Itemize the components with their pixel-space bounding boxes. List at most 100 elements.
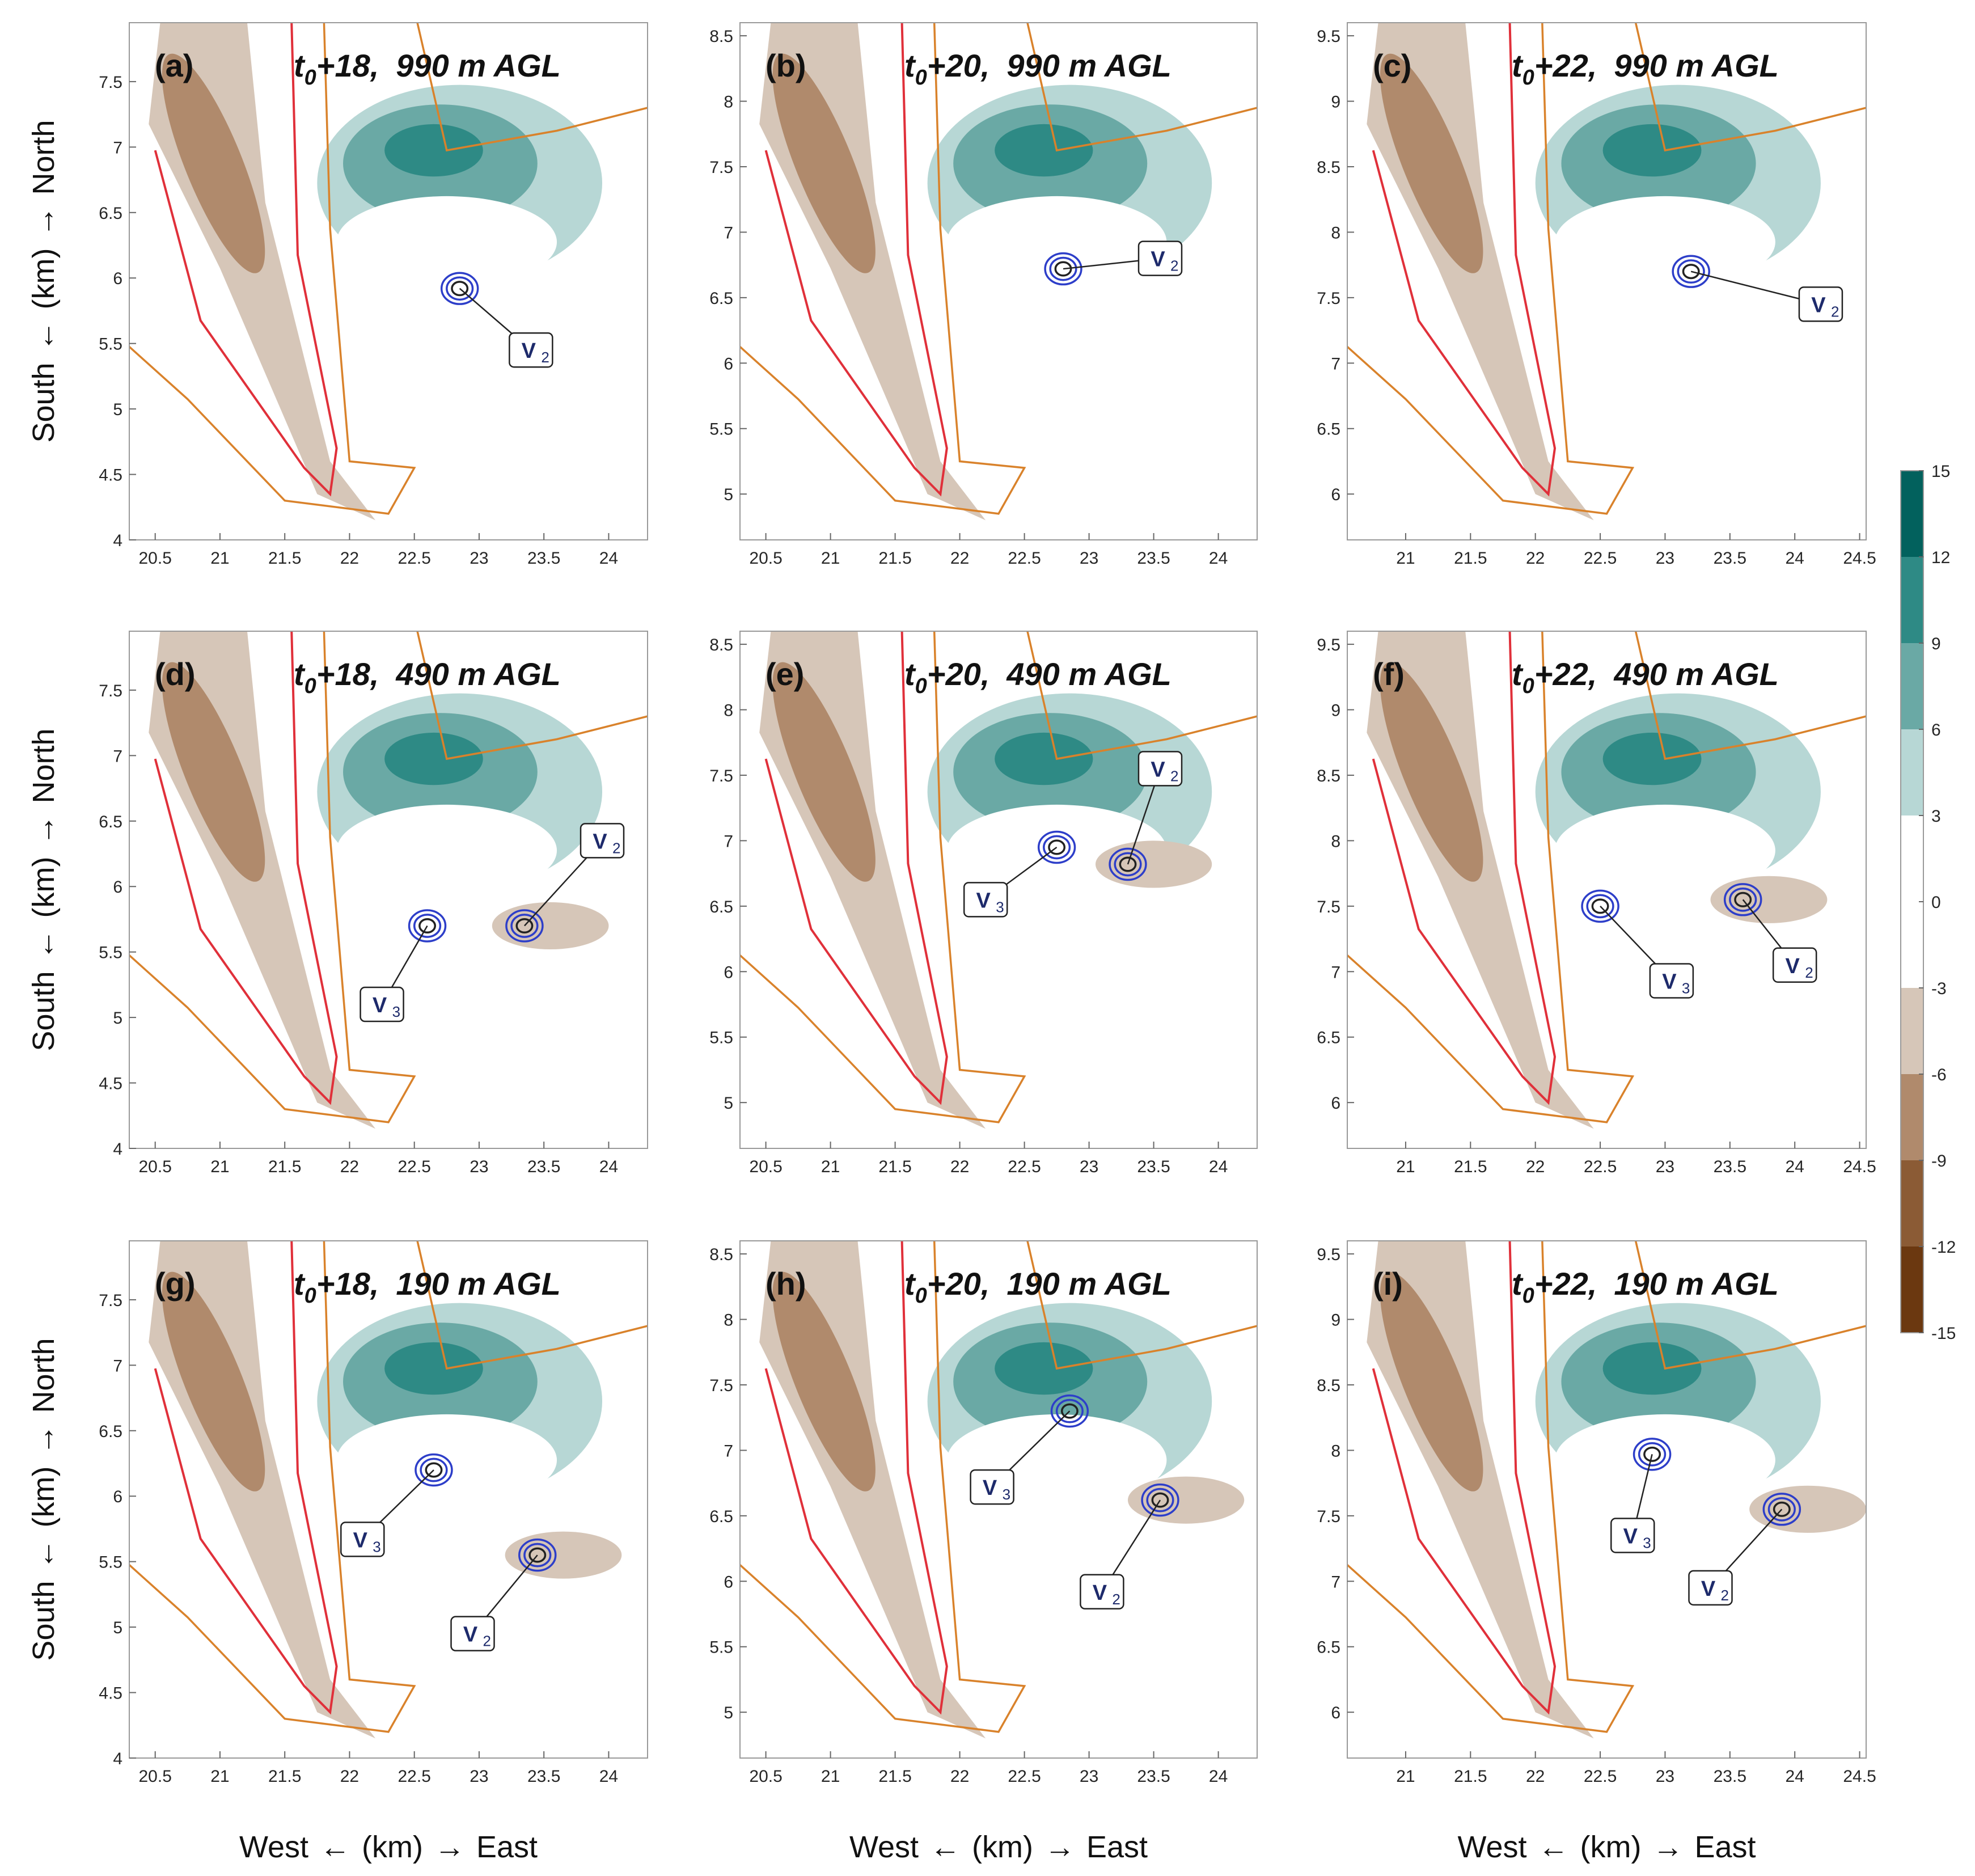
y-tick-label: 6.5 bbox=[709, 289, 733, 308]
positive-contour-fill bbox=[1602, 1342, 1702, 1395]
vortex-label-box bbox=[1649, 963, 1694, 999]
x-tick-label: 22 bbox=[950, 1767, 969, 1786]
colorbar-tick-label: 3 bbox=[1931, 807, 1941, 826]
x-tick-label: 22 bbox=[1526, 1767, 1545, 1786]
y-tick-label: 9.5 bbox=[1317, 636, 1340, 654]
y-tick-label: 8.5 bbox=[709, 636, 733, 654]
x-tick-label: 23 bbox=[1656, 549, 1674, 568]
x-tick-label: 22 bbox=[340, 1767, 359, 1786]
vortex-contour bbox=[1677, 259, 1705, 284]
vortex-contour bbox=[1050, 1394, 1089, 1428]
y-tick-label: 7 bbox=[113, 747, 122, 766]
vortex-label: V bbox=[1701, 1577, 1716, 1601]
panel-title: t0+18, 490 m AGL bbox=[294, 656, 561, 698]
x-tick-label: 23.5 bbox=[1714, 1767, 1746, 1786]
panel-letter: (h) bbox=[766, 1266, 806, 1302]
vortex-v3 bbox=[1581, 889, 1619, 923]
x-tick-label: 22.5 bbox=[398, 1157, 431, 1176]
y-tick-label: 8 bbox=[724, 93, 733, 112]
x-tick-label: 22.5 bbox=[1008, 1767, 1041, 1786]
red-contour-line bbox=[1372, 1241, 1557, 1715]
x-tick-label: 23 bbox=[1080, 1767, 1098, 1786]
colorbar-segment bbox=[1901, 729, 1923, 816]
orange-contour-line bbox=[1347, 1241, 1635, 1733]
vortex-v2 bbox=[1141, 1483, 1179, 1517]
vortex-label: V bbox=[353, 1528, 368, 1552]
panel-frame bbox=[1347, 631, 1867, 1149]
vortex-v3 bbox=[1050, 1394, 1089, 1428]
y-tick-label: 5.5 bbox=[99, 944, 122, 962]
colorbar-tick-label: -15 bbox=[1931, 1324, 1956, 1343]
vortex-contour bbox=[1591, 898, 1609, 914]
y-tick-label: 8 bbox=[1331, 223, 1340, 242]
negative-contour-fill bbox=[1710, 876, 1828, 923]
colorbar-tick-label: -12 bbox=[1931, 1238, 1956, 1257]
y-tick-label: 6.5 bbox=[1317, 420, 1340, 439]
x-tick-label: 24 bbox=[599, 549, 618, 568]
y-tick-label: 9 bbox=[1331, 1311, 1340, 1330]
x-tick-label: 20.5 bbox=[139, 549, 172, 568]
panel-d: V 2V 320.5 21 21.5 22 22.5 23 23.5 2444.555.566.5… bbox=[99, 631, 648, 1176]
colorbar-tick-label: 12 bbox=[1931, 548, 1950, 567]
y-tick-label: 6.5 bbox=[1317, 1029, 1340, 1047]
vortex-contour bbox=[413, 914, 442, 938]
vortex-label-box bbox=[963, 882, 1008, 918]
x-tick-label: 20.5 bbox=[139, 1767, 172, 1786]
x-tick-label: 24 bbox=[599, 1767, 618, 1786]
y-tick-label: 8 bbox=[1331, 832, 1340, 851]
y-tick-label: 7 bbox=[113, 1357, 122, 1375]
y-tick-label: 7 bbox=[1331, 354, 1340, 373]
vortex-contour bbox=[446, 276, 474, 301]
panel-letter: (e) bbox=[766, 656, 804, 692]
y-tick-label: 5.5 bbox=[709, 420, 733, 439]
y-tick-label: 8 bbox=[724, 702, 733, 720]
zero-region bbox=[336, 196, 557, 288]
y-tick-label: 7 bbox=[113, 138, 122, 157]
vortex-contour bbox=[1055, 1398, 1084, 1423]
x-tick-label: 21.5 bbox=[268, 1767, 301, 1786]
x-tick-label: 21.5 bbox=[878, 1157, 911, 1176]
colorbar-tick-label: 6 bbox=[1931, 721, 1941, 740]
x-tick-label: 23.5 bbox=[1137, 1767, 1170, 1786]
x-tick-label: 22 bbox=[950, 549, 969, 568]
panel-frame bbox=[129, 631, 648, 1149]
x-tick-label: 22.5 bbox=[1008, 549, 1041, 568]
orange-contour-line bbox=[1026, 631, 1257, 760]
orange-contour-line bbox=[416, 23, 648, 152]
vortex-label: V bbox=[1811, 293, 1826, 317]
x-tick-label: 21 bbox=[821, 549, 840, 568]
red-contour-line bbox=[764, 631, 948, 1105]
y-tick-label: 8.5 bbox=[1317, 767, 1340, 785]
column-x-label: West ← (km) → East bbox=[849, 1830, 1148, 1864]
y-tick-label: 4 bbox=[113, 1140, 122, 1159]
row-y-label: South←(km)→North bbox=[27, 1338, 61, 1660]
vortex-label-subscript: 2 bbox=[1170, 767, 1178, 784]
vortex-label-box bbox=[340, 1522, 385, 1557]
y-tick-label: 8.5 bbox=[709, 1245, 733, 1264]
negative-contour-fill bbox=[1380, 1271, 1483, 1491]
panel-frame bbox=[739, 631, 1258, 1149]
panel-letter: (c) bbox=[1373, 48, 1411, 83]
x-tick-label: 23.5 bbox=[1137, 1157, 1170, 1176]
panel-title: t0+22, 990 m AGL bbox=[1512, 48, 1779, 90]
colorbar-segment bbox=[1901, 557, 1923, 644]
y-tick-label: 9 bbox=[1331, 93, 1340, 112]
x-tick-label: 20.5 bbox=[749, 1767, 782, 1786]
x-tick-label: 21 bbox=[1396, 1157, 1415, 1176]
panel-i: V 2V 321 21.5 22 22.5 23 23.5 24 24.566.577.588.5… bbox=[1317, 1240, 1876, 1786]
x-tick-label: 21 bbox=[1396, 549, 1415, 568]
vortex-v2 bbox=[518, 1538, 557, 1572]
x-tick-label: 24 bbox=[1209, 1157, 1228, 1176]
zero-region bbox=[1555, 196, 1775, 288]
vortex-label-box bbox=[360, 986, 404, 1022]
x-tick-label: 23 bbox=[470, 1767, 488, 1786]
panel-frame bbox=[1347, 22, 1867, 540]
vortex-contour bbox=[523, 1543, 552, 1567]
orange-contour-line bbox=[129, 631, 416, 1123]
panel-c: V 2 21 21.5 22 22.5 23 23.5 24 24.5 6 6.5 7 7.5 8 8.5 9 9… bbox=[1317, 22, 1876, 568]
y-tick-label: 5 bbox=[113, 400, 122, 419]
y-tick-label: 6 bbox=[1331, 1094, 1340, 1113]
x-tick-label: 23.5 bbox=[1714, 1157, 1746, 1176]
negative-contour-fill bbox=[1380, 53, 1483, 273]
y-tick-label: 8.5 bbox=[1317, 1376, 1340, 1395]
